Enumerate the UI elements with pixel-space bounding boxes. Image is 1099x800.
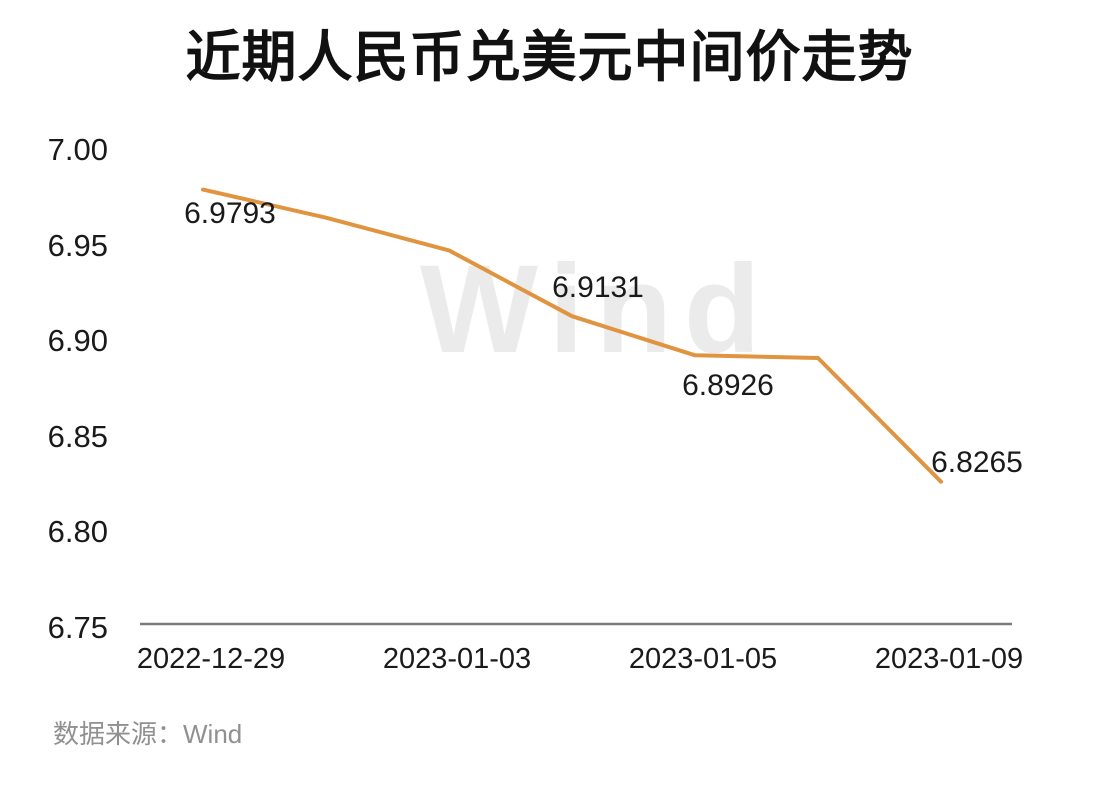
source-note: 数据来源：Wind: [53, 719, 243, 749]
chart-title: 近期人民币兑美元中间价走势: [185, 26, 914, 88]
y-tick-label: 6.85: [47, 418, 108, 454]
y-tick-label: 6.95: [47, 227, 108, 263]
data-point-label: 6.8265: [931, 445, 1023, 479]
data-point-label: 6.8926: [682, 369, 774, 403]
x-tick-label: 2023-01-09: [874, 643, 1024, 675]
x-tick-label: 2023-01-03: [382, 643, 532, 675]
x-tick-label: 2022-12-29: [136, 643, 286, 675]
y-tick-label: 6.80: [47, 514, 108, 550]
y-tick-label: 6.90: [47, 323, 108, 359]
series-line: [201, 187, 943, 484]
data-point-label: 6.9131: [552, 271, 644, 305]
x-tick-label: 2023-01-05: [628, 643, 778, 675]
data-point-label: 6.9793: [184, 196, 276, 230]
y-tick-label: 6.75: [47, 610, 108, 645]
y-tick-label: 7.00: [47, 132, 108, 167]
